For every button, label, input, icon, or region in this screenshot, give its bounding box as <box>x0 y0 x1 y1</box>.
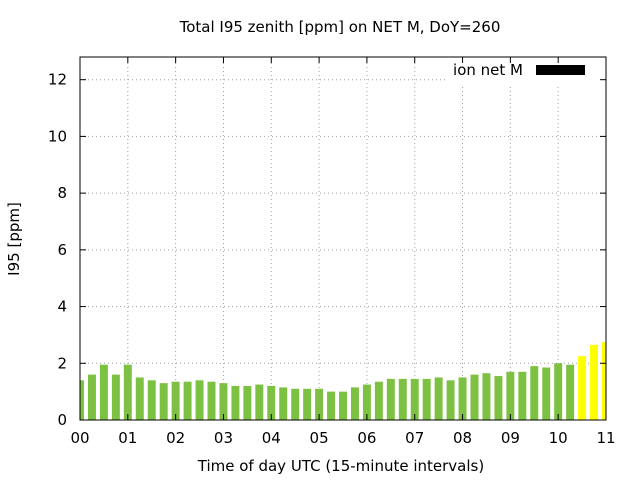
x-tick-label: 11 <box>596 429 615 447</box>
bar <box>458 377 467 420</box>
bar <box>494 376 503 420</box>
y-tick-label: 6 <box>57 241 67 259</box>
x-tick-label: 01 <box>118 429 137 447</box>
x-axis-label: Time of day UTC (15-minute intervals) <box>197 457 484 475</box>
bar <box>279 387 288 420</box>
chart-title: Total I95 zenith [ppm] on NET M, DoY=260 <box>179 18 501 36</box>
bar <box>87 374 96 420</box>
bar <box>171 381 180 420</box>
y-tick-label: 2 <box>57 354 67 372</box>
bar <box>327 391 336 420</box>
y-tick-label: 0 <box>57 411 67 429</box>
bar <box>255 384 264 420</box>
y-tick-label: 8 <box>57 184 67 202</box>
bar <box>530 366 539 420</box>
bar <box>542 367 551 420</box>
legend-label: ion net M <box>453 61 523 79</box>
bar <box>80 380 84 420</box>
bar <box>590 344 599 420</box>
bar <box>135 377 144 420</box>
bar <box>183 381 192 420</box>
x-tick-label: 02 <box>166 429 185 447</box>
bars <box>80 342 606 420</box>
bar <box>398 378 407 420</box>
bar <box>231 385 240 420</box>
bar <box>315 388 324 420</box>
y-tick-label: 12 <box>48 71 67 89</box>
x-tick-label: 08 <box>453 429 472 447</box>
bar <box>518 371 527 420</box>
x-tick-label: 10 <box>549 429 568 447</box>
x-tick-label: 07 <box>405 429 424 447</box>
x-tick-label: 04 <box>262 429 281 447</box>
x-tick-label: 03 <box>214 429 233 447</box>
bar <box>578 356 587 420</box>
bar <box>554 363 563 420</box>
bar <box>147 380 156 420</box>
bar <box>566 364 575 420</box>
y-axis-label: I95 [ppm] <box>5 202 23 276</box>
bar <box>386 378 395 420</box>
bar <box>446 380 455 420</box>
bar <box>482 373 491 420</box>
bar <box>243 385 252 420</box>
legend-swatch <box>536 65 585 75</box>
x-tick-label: 06 <box>357 429 376 447</box>
axis-ticks <box>79 57 607 421</box>
bar <box>159 383 168 420</box>
bar <box>362 384 371 420</box>
bar <box>410 378 419 420</box>
bar <box>267 385 276 420</box>
bar <box>219 383 228 420</box>
bar <box>602 342 606 420</box>
bar <box>434 377 443 420</box>
y-tick-label: 4 <box>57 298 67 316</box>
bar <box>123 364 132 420</box>
bar <box>111 374 120 420</box>
x-tick-label: 09 <box>501 429 520 447</box>
x-tick-label: 00 <box>70 429 89 447</box>
plot-frame <box>79 56 607 421</box>
bar <box>350 387 359 420</box>
grid-lines <box>80 57 606 420</box>
bar <box>422 378 431 420</box>
bar <box>339 391 347 420</box>
legend: ion net M <box>453 61 585 79</box>
bar <box>195 380 204 420</box>
bar <box>291 388 300 420</box>
bar <box>506 371 515 420</box>
bar <box>99 364 108 420</box>
bar <box>207 381 216 420</box>
bar <box>374 381 383 420</box>
x-tick-label: 05 <box>310 429 329 447</box>
bar <box>303 388 312 420</box>
bar <box>470 374 479 420</box>
y-tick-label: 10 <box>48 127 67 145</box>
